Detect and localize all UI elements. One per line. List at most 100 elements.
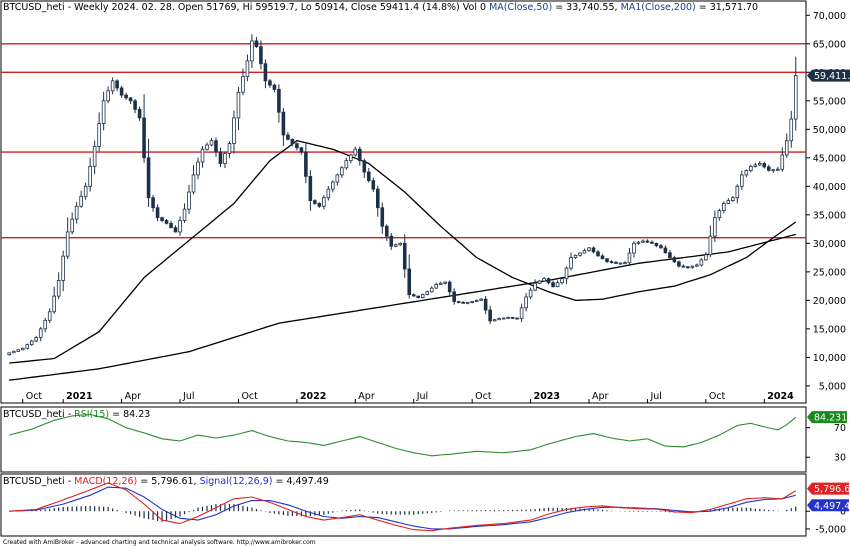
candle — [573, 254, 578, 259]
candle-body — [479, 298, 483, 301]
candle-body — [151, 197, 155, 209]
candle — [713, 210, 717, 242]
candle-body — [771, 169, 776, 172]
rsi-legend-value: = 84.23 — [109, 409, 150, 420]
candle — [695, 263, 699, 267]
candle — [528, 287, 533, 300]
candle — [353, 146, 358, 157]
rsi-tick-label: 70 — [834, 423, 846, 434]
candle-body — [142, 117, 146, 159]
candle-body — [609, 261, 614, 263]
candle-body — [501, 317, 506, 320]
candle-body — [555, 282, 560, 288]
candle — [393, 243, 398, 248]
time-tick-label: 2021 — [66, 391, 92, 402]
candle — [717, 208, 722, 221]
time-tick-label: Jul — [416, 391, 428, 402]
signal-badge-shape — [807, 499, 849, 512]
candle-body — [375, 188, 380, 209]
candle-body — [573, 254, 578, 258]
candle — [510, 317, 515, 320]
candle-body — [61, 255, 65, 281]
candle — [506, 316, 510, 319]
candle-body — [241, 76, 245, 93]
candle-body — [384, 225, 389, 237]
candle-body — [200, 148, 205, 163]
candle-body — [519, 307, 524, 320]
candle — [128, 96, 133, 105]
rsi-badge-shape — [807, 411, 847, 424]
price-tick-label: 35,000 — [813, 210, 846, 221]
candle — [384, 224, 389, 242]
candle — [614, 260, 618, 264]
candle — [52, 286, 56, 314]
support-resistance-lines — [1, 43, 806, 239]
candle-body — [708, 235, 713, 256]
time-tick-label: Oct — [475, 391, 492, 402]
candle-body — [344, 160, 349, 169]
candle-body — [578, 252, 582, 256]
candle-body — [758, 163, 762, 166]
candle — [196, 157, 200, 180]
candle — [362, 158, 367, 178]
candle — [119, 85, 124, 98]
candle — [668, 249, 672, 259]
candle — [398, 242, 403, 247]
candle — [470, 300, 474, 304]
candle-body — [83, 185, 88, 197]
candle-body — [380, 207, 385, 227]
rsi-tick-label: 30 — [834, 453, 846, 464]
candle — [416, 295, 421, 299]
candle — [411, 293, 416, 297]
macd-legend: MACD(12,26) — [74, 476, 137, 487]
candle-body — [124, 94, 128, 99]
candle — [182, 203, 187, 223]
candle-body — [209, 140, 214, 146]
price-tick-label: 5,000 — [819, 381, 846, 392]
ma200-legend: MA1(Close,200) — [621, 2, 696, 13]
rsi-line — [9, 413, 797, 457]
macd-legend-value: = 5,796.61, — [137, 476, 199, 487]
price-tick-label: 65,000 — [813, 39, 846, 50]
candle-body — [784, 140, 789, 156]
candle-body — [474, 299, 479, 302]
candle — [434, 282, 439, 289]
candle-body — [411, 294, 416, 297]
signal-legend: Signal(12,26,9) — [200, 476, 273, 487]
candle-body — [569, 257, 573, 269]
macd-plot-frame — [0, 473, 807, 537]
time-tick-label: Oct — [709, 391, 726, 402]
candle — [106, 86, 110, 104]
candle-body — [47, 311, 52, 321]
candle — [564, 266, 569, 285]
candle-body — [429, 287, 434, 293]
candle-body — [389, 235, 394, 247]
candle-body — [452, 291, 456, 302]
candle-body — [110, 80, 115, 92]
candle — [722, 201, 726, 214]
candle-body — [461, 301, 465, 304]
candle — [65, 217, 70, 260]
candle-body — [29, 340, 34, 346]
ma50-line — [9, 139, 797, 364]
candle — [286, 132, 290, 141]
candle — [686, 266, 690, 269]
signal-path — [9, 486, 796, 530]
candle-body — [726, 200, 731, 204]
candle-body — [456, 301, 461, 303]
candle-body — [537, 280, 542, 284]
candle-body — [245, 60, 250, 77]
candle — [29, 339, 34, 346]
candle-body — [137, 108, 142, 119]
candle — [784, 133, 789, 158]
macd-header-sep: - — [65, 476, 74, 487]
candle — [124, 92, 128, 100]
candle — [492, 318, 497, 322]
candle — [137, 106, 142, 121]
candle — [519, 303, 524, 323]
price-candles — [7, 34, 798, 356]
ma50-legend: MA(Close,50) — [489, 2, 552, 13]
candle-body — [43, 319, 47, 330]
candle-body — [582, 250, 587, 254]
candle-body — [101, 100, 106, 124]
